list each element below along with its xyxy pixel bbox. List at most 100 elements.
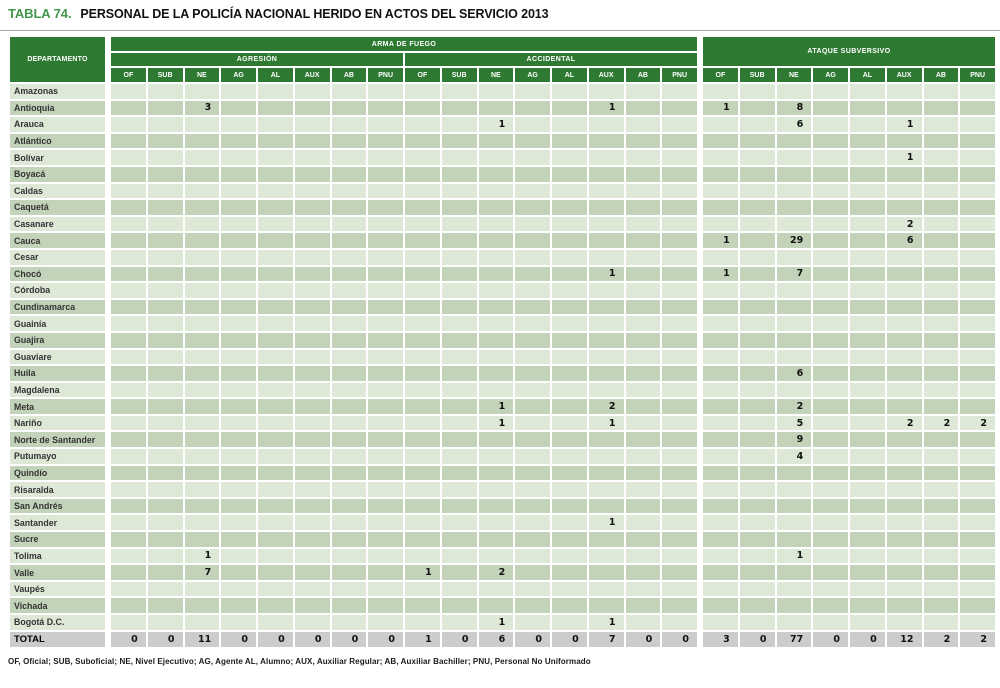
column-gap [699, 632, 701, 647]
value-cell [515, 382, 550, 398]
column-gap [107, 37, 109, 82]
column-gap [699, 499, 701, 514]
value-cell [405, 366, 440, 381]
value-cell [221, 598, 256, 613]
value-cell [441, 366, 477, 381]
value-cell [368, 432, 403, 448]
value-cell: 0 [552, 631, 587, 647]
value-cell [703, 249, 738, 265]
value-cell [923, 84, 959, 99]
value-cell [441, 581, 477, 597]
value-cell [184, 532, 220, 547]
value-cell: 1 [703, 100, 738, 116]
value-cell [478, 465, 514, 481]
value-cell [478, 498, 514, 514]
value-cell [111, 615, 146, 630]
department-cell: Caquetá [10, 200, 105, 215]
value-cell [331, 482, 367, 497]
value-cell [478, 283, 514, 298]
value-cell [886, 183, 922, 199]
value-cell [739, 581, 775, 597]
value-cell [552, 216, 587, 232]
value-cell [147, 249, 183, 265]
value-cell [184, 615, 220, 630]
value-cell [515, 449, 550, 464]
table-row: Cundinamarca [10, 299, 995, 315]
value-cell [850, 598, 885, 613]
value-cell [588, 548, 624, 564]
value-cell [776, 299, 812, 315]
value-cell [776, 565, 812, 580]
value-cell [147, 183, 183, 199]
subgroup-header-accidental: ACCIDENTAL [405, 53, 697, 66]
value-cell [147, 565, 183, 580]
value-cell [625, 166, 661, 182]
value-cell [441, 482, 477, 497]
value-cell [111, 366, 146, 381]
value-cell [111, 532, 146, 547]
value-cell [441, 615, 477, 630]
value-cell [739, 283, 775, 298]
value-cell [294, 183, 330, 199]
value-cell [552, 465, 587, 481]
column-gap [699, 532, 701, 547]
value-cell [441, 100, 477, 116]
value-cell [850, 183, 885, 199]
value-cell [588, 382, 624, 398]
value-cell [258, 283, 293, 298]
value-cell [147, 382, 183, 398]
value-cell [405, 515, 440, 531]
value-cell [703, 299, 738, 315]
value-cell [850, 349, 885, 365]
value-cell [813, 283, 848, 298]
value-cell [294, 316, 330, 331]
value-cell [739, 166, 775, 182]
value-cell [258, 332, 293, 348]
value-cell [515, 166, 550, 182]
value-cell [739, 183, 775, 199]
value-cell [221, 233, 256, 248]
value-cell [515, 498, 550, 514]
value-cell: 2 [923, 415, 959, 431]
value-cell [294, 415, 330, 431]
column-gap [107, 615, 109, 630]
value-cell [221, 200, 256, 215]
value-cell [111, 166, 146, 182]
value-cell [703, 166, 738, 182]
value-cell [258, 100, 293, 116]
value-cell [294, 548, 330, 564]
value-cell [478, 100, 514, 116]
value-cell [405, 249, 440, 265]
column-gap [107, 250, 109, 265]
value-cell [886, 399, 922, 414]
value-cell [850, 84, 885, 99]
value-cell [923, 233, 959, 248]
rank-header: SUB [147, 68, 183, 82]
value-cell [813, 366, 848, 381]
value-cell [662, 249, 697, 265]
value-cell [515, 299, 550, 315]
value-cell: 0 [813, 631, 848, 647]
column-gap [699, 150, 701, 165]
value-cell [960, 382, 995, 398]
column-gap [699, 117, 701, 132]
value-cell [662, 615, 697, 630]
value-cell: 4 [776, 449, 812, 464]
table-row: Tolima 1 1 [10, 548, 995, 564]
value-cell [813, 332, 848, 348]
value-cell [588, 465, 624, 481]
value-cell [441, 183, 477, 199]
value-cell [739, 332, 775, 348]
value-cell [221, 465, 256, 481]
value-cell [850, 449, 885, 464]
value-cell [405, 581, 440, 597]
value-cell [813, 316, 848, 331]
value-cell [552, 100, 587, 116]
value-cell [923, 299, 959, 315]
value-cell [625, 100, 661, 116]
department-column-header: DEPARTAMENTO [10, 37, 105, 82]
value-cell [923, 216, 959, 232]
value-cell [625, 615, 661, 630]
value-cell [515, 482, 550, 497]
value-cell [221, 249, 256, 265]
